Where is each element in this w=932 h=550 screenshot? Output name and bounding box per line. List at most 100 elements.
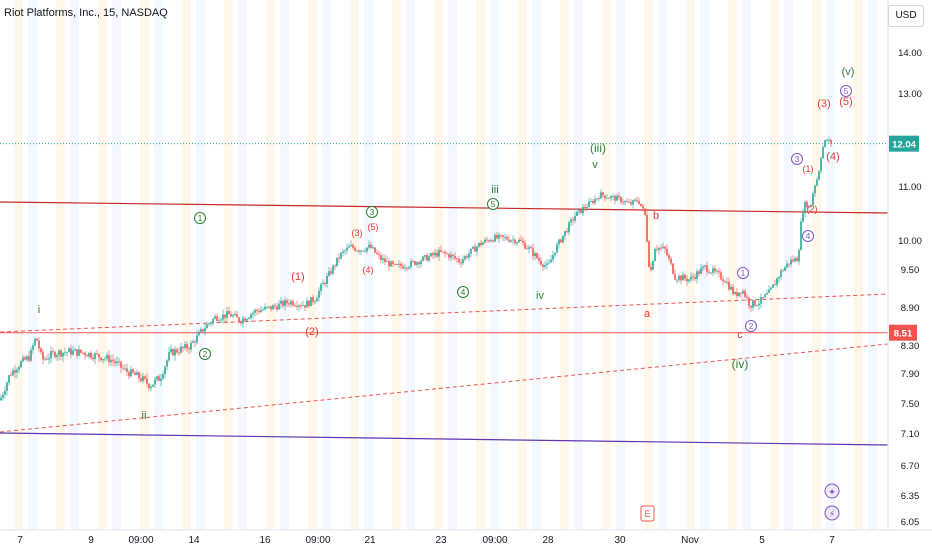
candle-body: [76, 349, 78, 356]
candle-body: [108, 355, 110, 363]
candle-body: [190, 342, 192, 350]
price-tick: 13.00: [898, 89, 922, 100]
candle-body: [822, 146, 824, 159]
candle-body: [16, 369, 18, 373]
candle-body: [188, 348, 190, 350]
candle-body: [396, 264, 398, 265]
time-tick: 23: [435, 535, 447, 546]
candle-body: [404, 267, 406, 269]
candle-body: [590, 201, 592, 202]
candle-body: [106, 355, 108, 359]
candle-body: [136, 372, 138, 376]
currency-button[interactable]: USD: [888, 5, 924, 27]
wave-label-iii: (iii): [590, 141, 606, 155]
session-band: [728, 0, 737, 530]
session-band: [770, 0, 779, 530]
candle-body: [818, 171, 820, 180]
candle-body: [532, 248, 534, 256]
candle-body: [340, 252, 342, 259]
candle-body: [8, 375, 10, 383]
time-axis: 7 9 09:00 14 16 09:00 21 23 09:00 28 30 Nov 5 7: [0, 529, 932, 550]
candle-body: [602, 192, 604, 196]
candle-body: [102, 359, 104, 361]
session-band: [490, 0, 499, 530]
candle-body: [386, 261, 388, 263]
circled-wave-marker: [194, 212, 206, 224]
candle-body: [400, 263, 402, 267]
candle-body: [570, 219, 572, 223]
price-axis-bg: [888, 0, 932, 550]
event-split-glyph: ⚡: [829, 510, 835, 520]
candle-body: [262, 309, 264, 311]
candle-body: [14, 370, 16, 373]
candle-body: [272, 305, 274, 310]
candle-body: [698, 271, 700, 274]
session-band: [854, 0, 863, 530]
marked-price-label: 8.51: [894, 329, 913, 340]
wave-label-red: (5): [368, 222, 379, 232]
candle-body: [410, 261, 412, 268]
circled-wave-marker: [366, 206, 378, 218]
candle-body: [230, 314, 232, 317]
session-band: [616, 0, 625, 530]
candle-body: [176, 349, 178, 353]
candle-body: [170, 348, 172, 353]
candle-body: [564, 231, 566, 236]
candle-body: [330, 271, 332, 274]
wave-label-v: (v): [842, 66, 855, 78]
candle-body: [580, 209, 582, 214]
time-tick: 28: [542, 535, 554, 546]
wave-label-i: i: [38, 304, 40, 316]
candle-body: [26, 356, 28, 360]
candle-body: [516, 242, 518, 244]
candle-body: [578, 209, 580, 212]
candle-body: [68, 348, 70, 353]
candle-body: [374, 247, 376, 253]
candle-body: [442, 251, 444, 253]
candle-body: [172, 348, 174, 356]
time-tick: 14: [188, 535, 200, 546]
candle-body: [44, 358, 46, 360]
candle-body: [710, 272, 712, 274]
circled-wave-label: 5: [844, 86, 849, 96]
candle-body: [144, 376, 146, 379]
candle-body: [688, 279, 690, 282]
candle-body: [592, 201, 594, 204]
session-bands: [14, 0, 877, 530]
candle-body: [300, 305, 302, 307]
earnings-marker-label: E: [644, 509, 650, 519]
candle-body: [734, 292, 736, 294]
candle-body: [778, 276, 780, 279]
candle-body: [174, 349, 176, 356]
candle-body: [312, 297, 314, 302]
candle-body: [270, 306, 272, 310]
candle-body: [342, 251, 344, 253]
candle-body: [596, 198, 598, 200]
candle-body: [18, 367, 20, 370]
candle-body: [566, 231, 568, 233]
candle-body: [146, 378, 148, 384]
candle-body: [354, 247, 356, 251]
circled-wave-label: 4: [806, 231, 811, 241]
session-band: [812, 0, 821, 530]
candle-body: [750, 305, 752, 308]
candle-body: [32, 345, 34, 350]
session-band: [98, 0, 107, 530]
candle-body: [194, 341, 196, 343]
candle-body: [718, 271, 720, 273]
price-tick: 9.50: [901, 265, 920, 276]
candle-body: [308, 300, 310, 306]
session-band: [182, 0, 191, 530]
price-tick: 14.00: [898, 48, 922, 59]
candle-body: [670, 258, 672, 264]
candle-body: [550, 259, 552, 263]
candle-body: [676, 279, 678, 281]
candle-body: [780, 270, 782, 277]
circled-wave-label: 2: [203, 349, 208, 359]
candle-body: [576, 211, 578, 216]
candle-body: [326, 275, 328, 284]
candle-body: [540, 260, 542, 265]
candle-body: [504, 236, 506, 238]
candle-body: [36, 338, 38, 341]
